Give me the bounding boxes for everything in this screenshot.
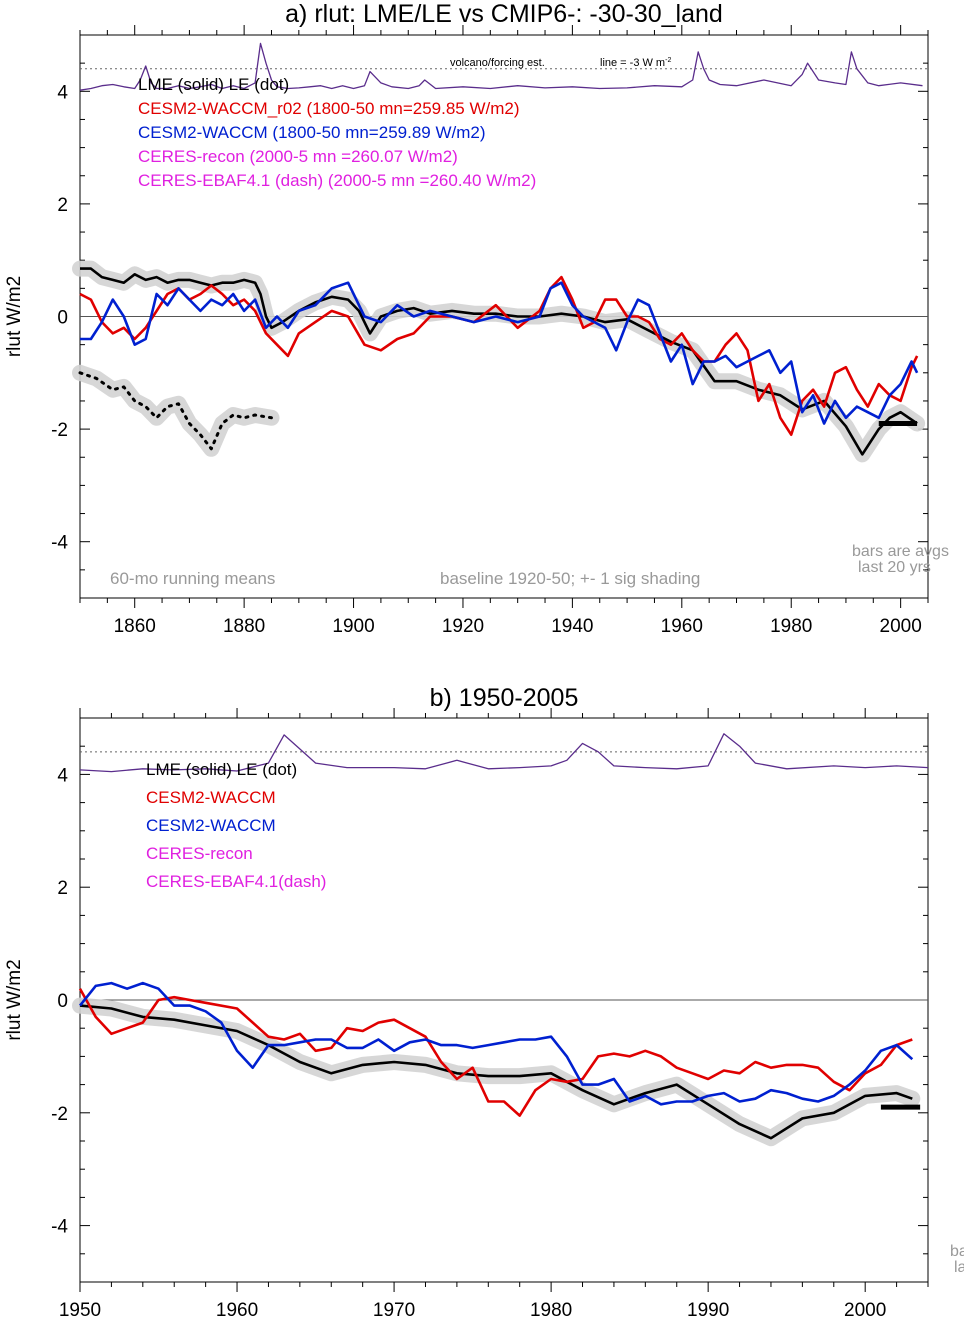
chart-title: a) rlut: LME/LE vs CMIP6-: -30-30_land: [285, 0, 723, 28]
series-line-le: [78, 371, 273, 451]
x-tick-label: 1960: [661, 616, 703, 637]
x-tick-label: 1990: [687, 1300, 729, 1321]
y-tick-label: 4: [57, 765, 68, 786]
annotation-unit-superscript: -2: [665, 57, 671, 64]
y-tick-label: -2: [51, 1104, 68, 1125]
series-line-volcano-forcing: [79, 733, 929, 773]
x-tick-label: 1960: [216, 1300, 258, 1321]
y-axis-label: rlut W/m2: [4, 276, 25, 357]
series-band-le: [72, 364, 280, 457]
x-tick-label: 1940: [551, 616, 593, 637]
annotation-volcano: volcano/forcing est.: [450, 57, 545, 69]
x-tick-label: 1860: [114, 616, 156, 637]
x-tick-label: 1980: [770, 616, 812, 637]
legend-entry: CESM2-WACCM_r02 (1800-50 mn=259.85 W/m2): [138, 99, 520, 118]
legend-entry: CESM2-WACCM (1800-50 mn=259.89 W/m2): [138, 123, 486, 142]
x-tick-label: 2000: [880, 616, 922, 637]
annotation-running: 60-mo running means: [110, 569, 275, 588]
legend-entry: CESM2-WACCM: [146, 788, 276, 807]
chart-panel-b: b) 1950-2005 4 2 0 -2 -4 rlut W/m2 1950 1960 1970…: [4, 684, 964, 1321]
x-tick-label: 1920: [442, 616, 484, 637]
annotation-bars1: bars are avgs: [852, 543, 949, 560]
annotation-bars2: last 20 yrs: [858, 559, 931, 576]
legend-entry: CERES-recon: [146, 844, 253, 863]
chart-title: b) 1950-2005: [430, 684, 579, 712]
series-line-cesm2-waccm: [80, 281, 919, 425]
series-line-lme: [79, 1004, 913, 1140]
series-line-cesm2-waccm: [78, 981, 914, 1106]
x-tick-label: 1880: [223, 616, 265, 637]
legend-entry: CERES-EBAF4.1(dash): [146, 872, 326, 891]
y-tick-label: -4: [51, 533, 68, 554]
series-line-cesm2-waccm-r02: [78, 988, 913, 1117]
x-tick-label: 1900: [332, 616, 374, 637]
legend-entry: CERES-recon (2000-5 mn =260.07 W/m2): [138, 147, 458, 166]
y-tick-label: 4: [57, 82, 68, 103]
chart-panel-a: a) rlut: LME/LE vs CMIP6-: -30-30_land 4 2…: [4, 0, 949, 637]
annotation-bars1: ba: [950, 1243, 964, 1260]
annotation-bars2: la: [954, 1259, 964, 1276]
y-tick-label: 0: [57, 991, 68, 1012]
y-tick-label: -4: [51, 1217, 68, 1238]
annotation-line-note: line = -3 W m-2: [600, 57, 671, 69]
y-axis-label: rlut W/m2: [4, 959, 25, 1040]
x-tick-label: 1950: [59, 1300, 101, 1321]
y-tick-label: 0: [57, 308, 68, 329]
x-tick-label: 1970: [373, 1300, 415, 1321]
legend-entry: LME (solid) LE (dot): [138, 75, 289, 94]
y-tick-label: 2: [57, 878, 68, 899]
series-line-volcano-forcing: [79, 42, 923, 91]
annotation-baseline: baseline 1920-50; +- 1 sig shading: [440, 569, 700, 588]
legend-entry: CESM2-WACCM: [146, 816, 276, 835]
legend-entry: LME (solid) LE (dot): [146, 760, 297, 779]
y-tick-label: 2: [57, 195, 68, 216]
y-tick-label: -2: [51, 420, 68, 441]
x-tick-label: 2000: [844, 1300, 886, 1321]
legend-entry: CERES-EBAF4.1 (dash) (2000-5 mn =260.40 …: [138, 171, 536, 190]
x-tick-label: 1980: [530, 1300, 572, 1321]
